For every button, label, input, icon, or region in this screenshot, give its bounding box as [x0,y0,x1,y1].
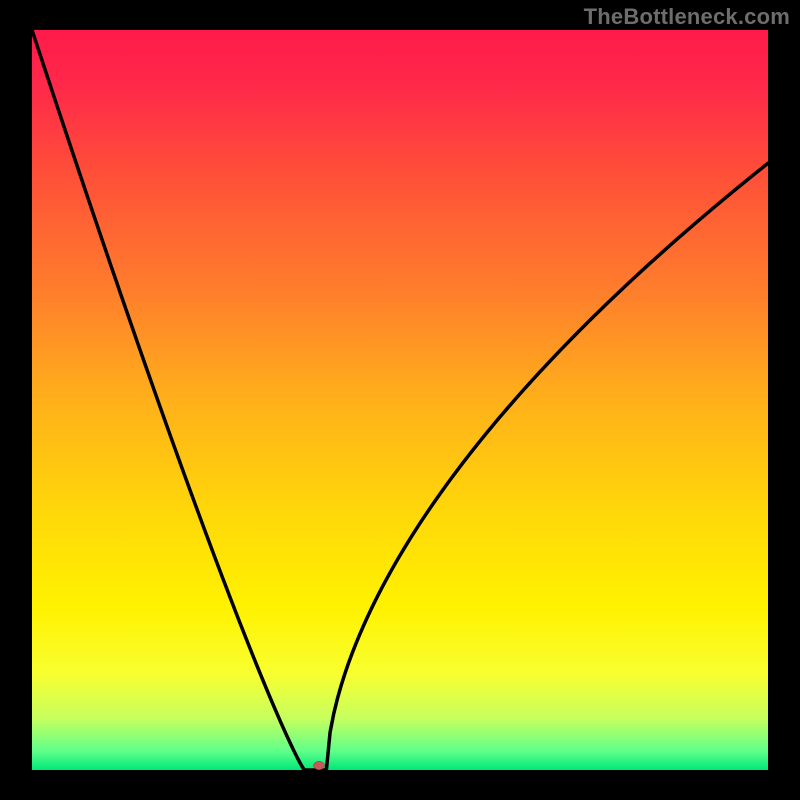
plot-area [32,30,768,770]
watermark-text: TheBottleneck.com [584,4,790,30]
gradient-background [32,30,768,770]
chart-container: TheBottleneck.com [0,0,800,800]
chart-svg [32,30,768,770]
marker-dot [314,761,325,769]
